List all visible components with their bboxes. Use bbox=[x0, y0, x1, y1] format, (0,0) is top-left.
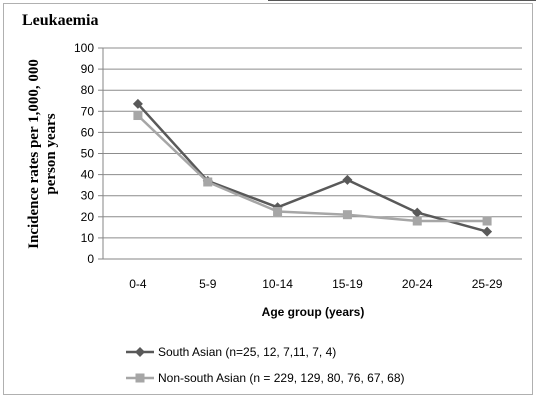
y-axis-label-line: Incidence rates per 1,000, 000 bbox=[26, 59, 42, 249]
series-line-1 bbox=[137, 114, 488, 223]
y-tick-label: 100 bbox=[74, 41, 94, 55]
y-axis-label: Incidence rates per 1,000, 000person yea… bbox=[26, 59, 59, 249]
top-border-line bbox=[268, 0, 536, 1]
y-tick-label: 80 bbox=[81, 83, 95, 97]
chart-frame bbox=[3, 3, 533, 395]
legend-label-0: South Asian (n=25, 12, 7,11, 7, 4) bbox=[158, 345, 336, 359]
data-point-square bbox=[482, 216, 492, 226]
data-point-square bbox=[273, 207, 283, 217]
x-axis-ticks: 0-4 5-9 10-14 15-19 20-24 25-29 bbox=[129, 277, 503, 291]
x-tick-label: 15-19 bbox=[332, 277, 363, 291]
x-tick-label: 0-4 bbox=[129, 277, 147, 291]
data-point-square bbox=[412, 216, 422, 226]
y-tick-label: 90 bbox=[81, 62, 95, 76]
y-tick-label: 0 bbox=[87, 252, 94, 266]
x-tick-label: 25-29 bbox=[472, 277, 503, 291]
legend-marker-square bbox=[135, 373, 145, 383]
series-line-0 bbox=[136, 103, 488, 233]
y-tick-label: 60 bbox=[81, 125, 95, 139]
legend: South Asian (n=25, 12, 7,11, 7, 4) Non-so… bbox=[126, 345, 405, 385]
x-tick-label: 5-9 bbox=[199, 277, 217, 291]
data-point-square bbox=[342, 210, 352, 220]
x-tick-label: 10-14 bbox=[262, 277, 293, 291]
chart-title: Leukaemia bbox=[22, 12, 99, 29]
x-tick-label: 20-24 bbox=[402, 277, 433, 291]
data-point-diamond bbox=[412, 207, 423, 218]
y-tick-label: 20 bbox=[81, 210, 95, 224]
data-point-diamond bbox=[342, 174, 353, 185]
data-point-diamond bbox=[132, 98, 143, 109]
y-tick-label: 10 bbox=[81, 231, 95, 245]
data-point-square bbox=[203, 177, 213, 187]
gridlines bbox=[98, 47, 522, 260]
data-point-diamond bbox=[482, 226, 493, 237]
y-tick-label: 50 bbox=[81, 147, 95, 161]
y-tick-label: 40 bbox=[81, 168, 95, 182]
legend-marker-diamond bbox=[135, 347, 145, 357]
x-axis-label: Age group (years) bbox=[262, 305, 365, 319]
legend-label-1: Non-south Asian (n = 229, 129, 80, 76, 6… bbox=[158, 371, 405, 385]
y-axis-ticks: 0 10 20 30 40 50 60 70 80 90 100 bbox=[74, 41, 94, 266]
data-point-square bbox=[133, 111, 143, 121]
y-tick-label: 70 bbox=[81, 104, 95, 118]
series-group bbox=[132, 98, 493, 237]
y-axis-label-line: person years bbox=[43, 113, 59, 194]
y-tick-label: 30 bbox=[81, 189, 95, 203]
